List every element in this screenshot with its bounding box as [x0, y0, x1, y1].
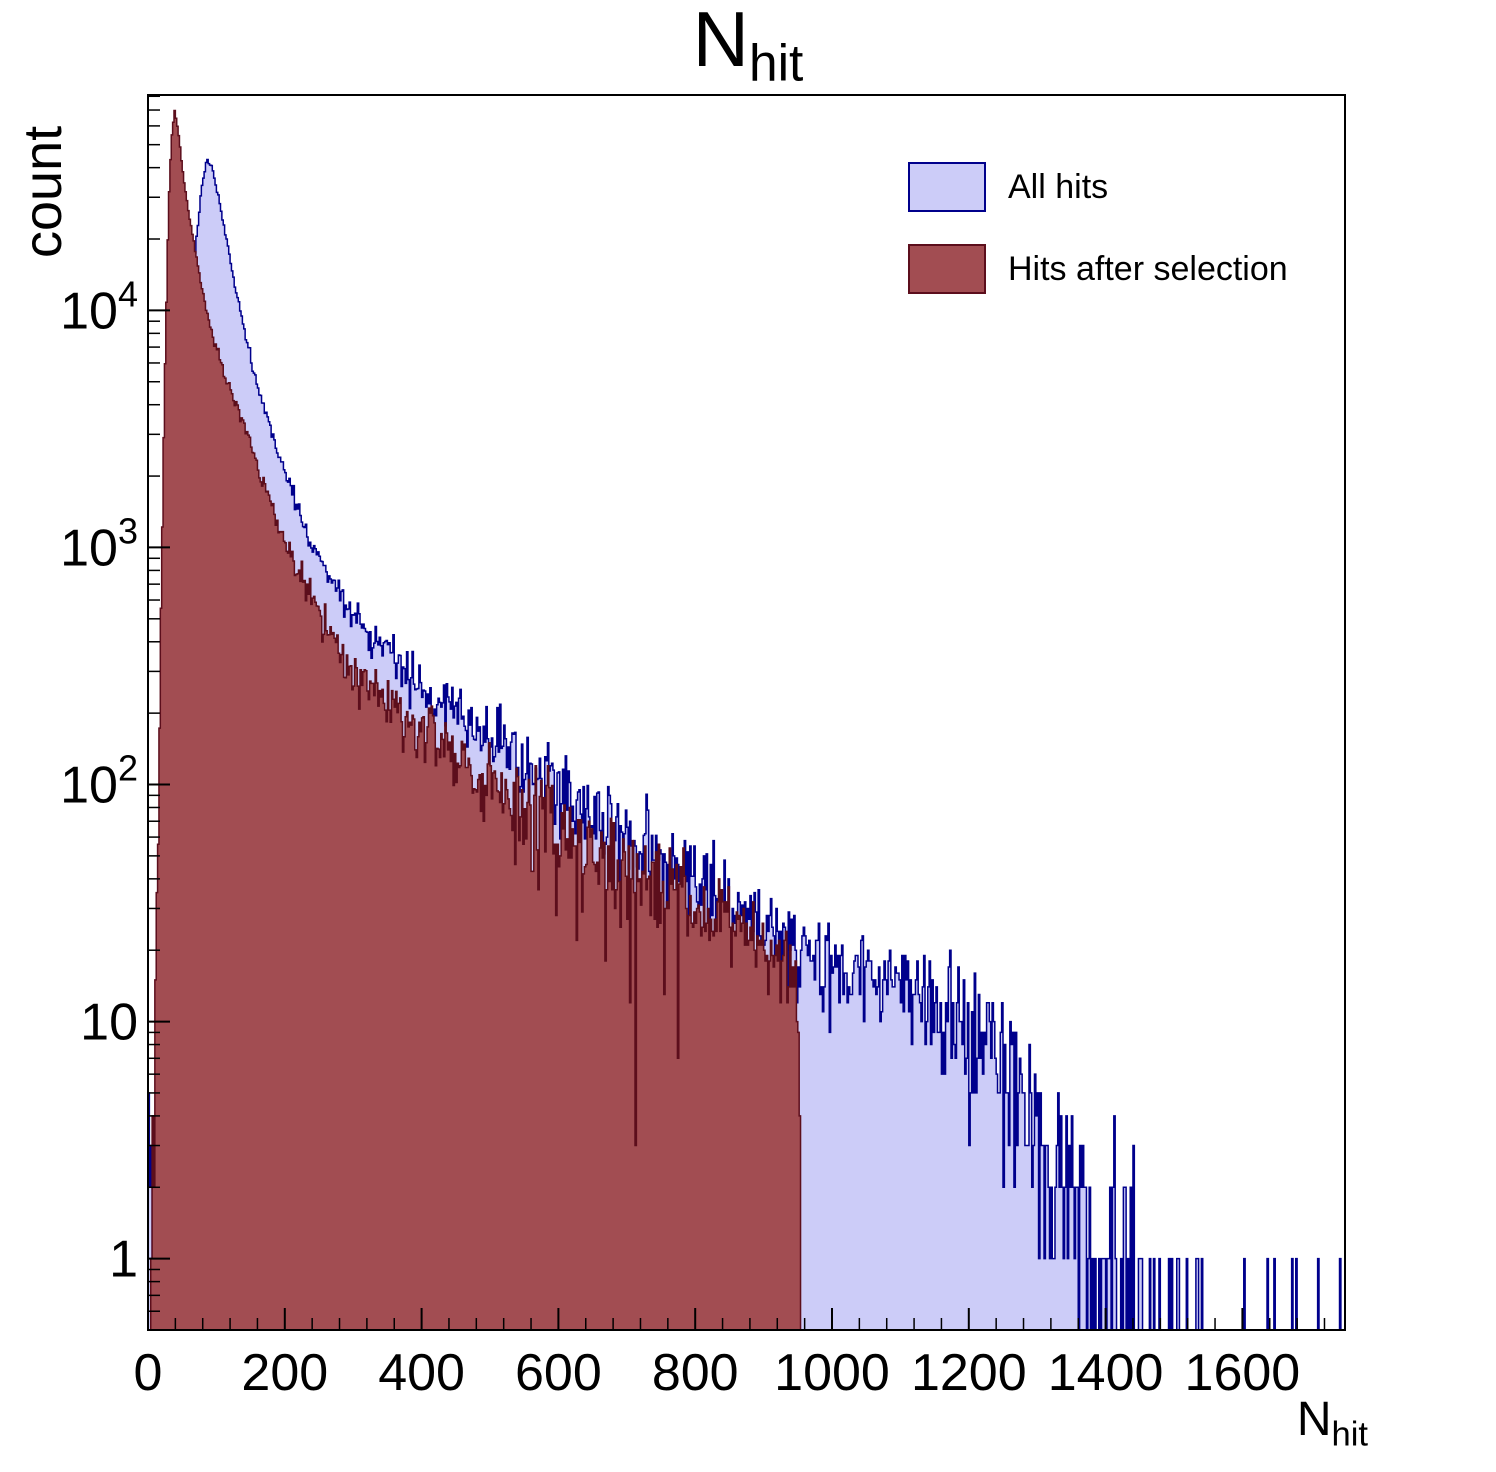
legend-item-hits-after-selection: Hits after selection: [908, 228, 1288, 310]
svg-text:104: 104: [60, 273, 138, 340]
legend-item-all-hits: All hits: [908, 146, 1288, 228]
legend: All hits Hits after selection: [908, 146, 1288, 310]
svg-text:200: 200: [241, 1344, 328, 1402]
legend-swatch-hits-after-selection: [908, 244, 986, 294]
svg-text:1200: 1200: [911, 1344, 1027, 1402]
svg-text:0: 0: [134, 1344, 163, 1402]
chart-title: Nhit: [0, 0, 1496, 89]
svg-text:1000: 1000: [774, 1344, 890, 1402]
legend-label-hits-after-selection: Hits after selection: [1008, 249, 1288, 288]
chart-title-main: N: [692, 0, 749, 83]
svg-text:1: 1: [109, 1231, 138, 1289]
svg-text:103: 103: [60, 510, 138, 577]
svg-text:1600: 1600: [1185, 1344, 1301, 1402]
x-axis-label: Nhit: [1297, 1392, 1368, 1454]
svg-text:400: 400: [378, 1344, 465, 1402]
svg-text:600: 600: [515, 1344, 602, 1402]
svg-text:102: 102: [60, 748, 138, 815]
x-axis-label-main: N: [1296, 1393, 1332, 1446]
x-axis-label-subscript: hit: [1331, 1415, 1369, 1454]
chart-title-subscript: hit: [748, 33, 804, 92]
legend-label-all-hits: All hits: [1008, 167, 1109, 206]
svg-text:1400: 1400: [1048, 1344, 1164, 1402]
svg-text:800: 800: [652, 1344, 739, 1402]
svg-text:10: 10: [80, 994, 138, 1052]
legend-swatch-all-hits: [908, 162, 986, 212]
y-axis-label: count: [13, 125, 73, 258]
